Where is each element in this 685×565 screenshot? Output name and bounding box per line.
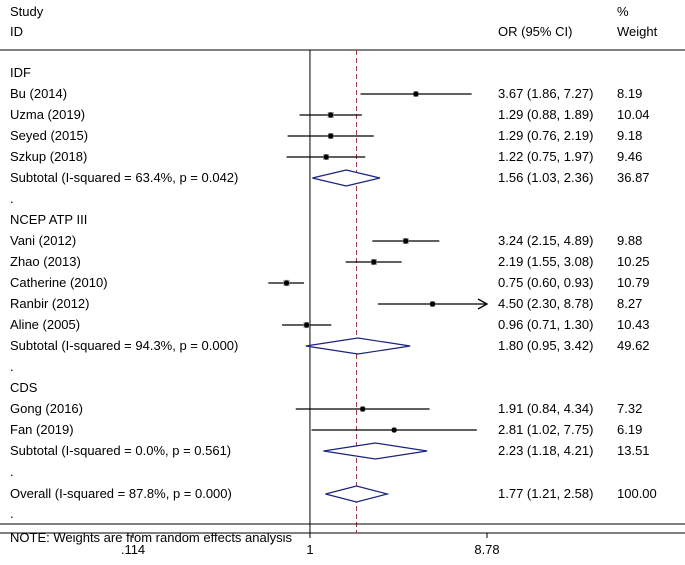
weight-value: 9.46 bbox=[617, 149, 643, 164]
header-or-ci: OR (95% CI) bbox=[498, 24, 573, 39]
study-label: Bu (2014) bbox=[10, 86, 68, 101]
weight-value: 10.79 bbox=[617, 275, 650, 290]
study-label: Catherine (2010) bbox=[10, 275, 108, 290]
weight-value: 100.00 bbox=[617, 486, 657, 501]
study-label: Fan (2019) bbox=[10, 422, 74, 437]
spacer-dot: . bbox=[10, 359, 14, 374]
weight-value: 13.51 bbox=[617, 443, 650, 458]
or-ci-value: 1.77 (1.21, 2.58) bbox=[498, 486, 594, 501]
point-estimate bbox=[413, 91, 419, 97]
weight-value: 10.43 bbox=[617, 317, 650, 332]
or-ci-value: 3.67 (1.86, 7.27) bbox=[498, 86, 594, 101]
ci-arrow-head bbox=[477, 298, 489, 310]
weight-value: 6.19 bbox=[617, 422, 643, 437]
study-label: Subtotal (I-squared = 63.4%, p = 0.042) bbox=[10, 170, 239, 185]
or-ci-value: 2.19 (1.55, 3.08) bbox=[498, 254, 594, 269]
point-estimate bbox=[328, 112, 334, 118]
x-tick-label: .114 bbox=[120, 542, 146, 557]
weight-value: 10.25 bbox=[617, 254, 650, 269]
weight-value: 8.19 bbox=[617, 86, 643, 101]
or-ci-value: 1.56 (1.03, 2.36) bbox=[498, 170, 594, 185]
or-ci-value: 1.29 (0.88, 1.89) bbox=[498, 107, 594, 122]
point-estimate bbox=[391, 427, 397, 433]
or-ci-value: 4.50 (2.30, 8.78) bbox=[498, 296, 594, 311]
or-ci-value: 0.96 (0.71, 1.30) bbox=[498, 317, 594, 332]
or-ci-value: 2.81 (1.02, 7.75) bbox=[498, 422, 594, 437]
group-label: CDS bbox=[10, 380, 38, 395]
group-label: IDF bbox=[10, 65, 31, 80]
study-label: Uzma (2019) bbox=[10, 107, 86, 122]
or-ci-value: 1.22 (0.75, 1.97) bbox=[498, 149, 594, 164]
study-label: Gong (2016) bbox=[10, 401, 83, 416]
header-id: ID bbox=[10, 24, 23, 39]
study-label: Ranbir (2012) bbox=[10, 296, 90, 311]
group-label: NCEP ATP III bbox=[10, 212, 88, 227]
weight-value: 9.88 bbox=[617, 233, 643, 248]
subtotal-diamond bbox=[312, 169, 381, 187]
point-estimate bbox=[360, 406, 366, 412]
x-tick-label: 8.78 bbox=[474, 542, 500, 557]
point-estimate bbox=[283, 280, 290, 286]
or-ci-value: 2.23 (1.18, 4.21) bbox=[498, 443, 594, 458]
study-label: Seyed (2015) bbox=[10, 128, 89, 143]
spacer-dot: . bbox=[10, 506, 14, 521]
point-estimate bbox=[323, 154, 329, 160]
study-label: Zhao (2013) bbox=[10, 254, 81, 269]
study-label: Overall (I-squared = 87.8%, p = 0.000) bbox=[10, 486, 232, 501]
point-estimate bbox=[429, 301, 436, 307]
or-ci-value: 1.29 (0.76, 2.19) bbox=[498, 128, 594, 143]
study-label: Vani (2012) bbox=[10, 233, 77, 248]
spacer-dot: . bbox=[10, 464, 14, 479]
header-weight: Weight bbox=[617, 24, 658, 39]
weight-value: 10.04 bbox=[617, 107, 650, 122]
study-label: Szkup (2018) bbox=[10, 149, 88, 164]
weight-value: 7.32 bbox=[617, 401, 643, 416]
spacer-dot: . bbox=[10, 191, 14, 206]
point-estimate bbox=[328, 133, 334, 139]
or-ci-value: 1.80 (0.95, 3.42) bbox=[498, 338, 594, 353]
weight-value: 36.87 bbox=[617, 170, 650, 185]
footnote: NOTE: Weights are from random effects an… bbox=[10, 530, 293, 545]
or-ci-value: 1.91 (0.84, 4.34) bbox=[498, 401, 594, 416]
x-tick-label: 1 bbox=[306, 542, 314, 557]
header-percent: % bbox=[617, 4, 629, 19]
point-estimate bbox=[371, 259, 377, 265]
point-estimate bbox=[304, 322, 310, 328]
overall-diamond bbox=[325, 485, 390, 503]
or-ci-value: 3.24 (2.15, 4.89) bbox=[498, 233, 594, 248]
subtotal-diamond bbox=[305, 337, 411, 355]
study-label: Subtotal (I-squared = 94.3%, p = 0.000) bbox=[10, 338, 239, 353]
or-ci-value: 0.75 (0.60, 0.93) bbox=[498, 275, 594, 290]
weight-value: 8.27 bbox=[617, 296, 643, 311]
weight-value: 9.18 bbox=[617, 128, 643, 143]
header-study: Study bbox=[10, 4, 44, 19]
study-label: Subtotal (I-squared = 0.0%, p = 0.561) bbox=[10, 443, 232, 458]
subtotal-diamond bbox=[323, 442, 428, 460]
point-estimate bbox=[403, 238, 409, 244]
study-label: Aline (2005) bbox=[10, 317, 81, 332]
weight-value: 49.62 bbox=[617, 338, 650, 353]
